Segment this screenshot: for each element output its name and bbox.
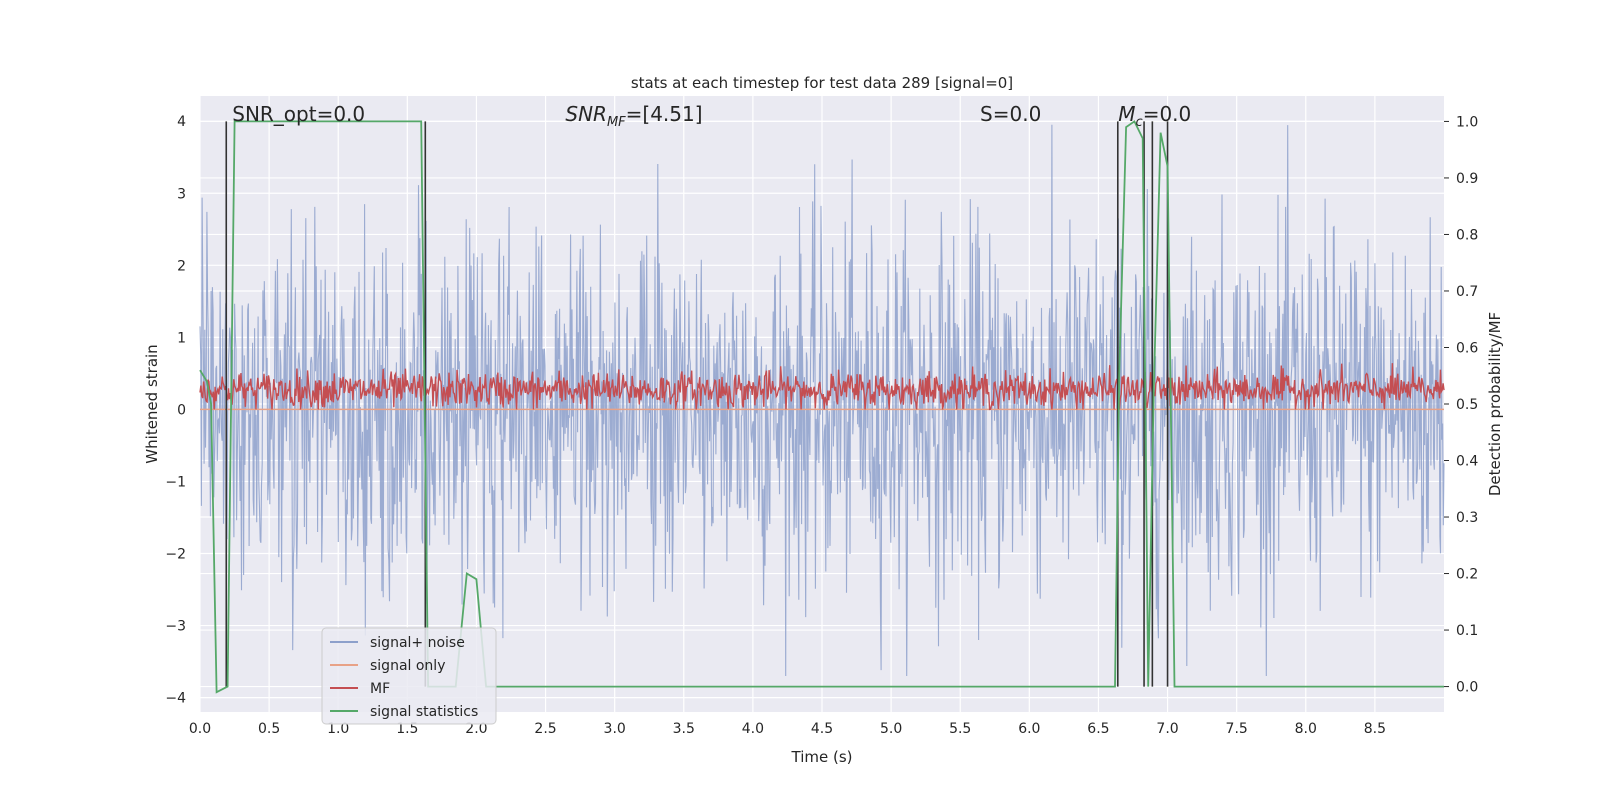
y-axis-label-right: Detection probability/MF [1486, 312, 1504, 496]
x-tick-label: 2.5 [534, 721, 556, 737]
y-tick-label-right: 0.2 [1456, 567, 1478, 583]
series-mf-line [199, 363, 1445, 411]
x-axis-label: Time (s) [791, 748, 853, 766]
y-tick-label-right: 0.6 [1456, 340, 1478, 356]
y-tick-label-left: −1 [165, 474, 186, 490]
x-tick-label: 2.0 [465, 721, 487, 737]
legend-box [321, 627, 497, 725]
y-tick-label-right: 0.8 [1456, 227, 1478, 243]
y-tick-label-left: 1 [177, 330, 186, 346]
y-tick-label-left: 4 [177, 114, 186, 130]
legend-label: signal only [370, 658, 445, 674]
y-ticks-right: 1.0 0.9 0.8 0.7 0.6 0.5 0.4 0.3 0.2 0.1 0.0 [1444, 114, 1478, 696]
y-ticks-left: 4 3 2 1 0 −1 −2 −3 −4 [165, 114, 186, 706]
annotation-text: Mc=0.0 [1118, 102, 1191, 130]
y-axis-label-left: Whitened strain [143, 344, 161, 463]
y-tick-label-right: 0.9 [1456, 171, 1478, 187]
y-tick-label-right: 0.3 [1456, 510, 1478, 526]
y-tick-label-right: 0.4 [1456, 454, 1478, 470]
x-tick-label: 5.0 [880, 721, 902, 737]
series-signal-noise-line [199, 124, 1445, 677]
legend-label: signal statistics [370, 704, 478, 720]
chart-title: stats at each timestep for test data 289… [631, 74, 1013, 92]
y-tick-label-left: 0 [177, 402, 186, 418]
y-tick-label-left: −3 [165, 619, 186, 635]
x-tick-label: 6.5 [1087, 721, 1109, 737]
x-tick-label: 3.0 [604, 721, 626, 737]
legend: signal+ noise signal only MF signal statist… [321, 627, 497, 725]
x-tick-label: 1.0 [327, 721, 349, 737]
x-tick-label: 0.5 [258, 721, 280, 737]
x-tick-label: 8.0 [1295, 721, 1317, 737]
x-tick-label: 5.5 [949, 721, 971, 737]
x-tick-label: 7.0 [1156, 721, 1178, 737]
x-tick-label: 1.5 [396, 721, 418, 737]
x-tick-label: 4.5 [811, 721, 833, 737]
annotations: SNR_opt=0.0 SNRMF=[4.51] S=0.0 Mc=0.0 [232, 102, 1191, 130]
x-tick-label: 3.5 [673, 721, 695, 737]
legend-label: MF [370, 681, 390, 697]
x-ticks: 0.0 0.5 1.0 1.5 2.0 2.5 3.0 3.5 4.0 4.5 5.0 5.5 6.0 6… [189, 721, 1386, 737]
y-tick-label-right: 0.5 [1456, 397, 1478, 413]
y-tick-label-left: 3 [177, 186, 186, 202]
annotation-text: SNR_opt=0.0 [232, 102, 365, 126]
y-tick-label-left: 2 [177, 258, 186, 274]
x-tick-label: 8.5 [1364, 721, 1386, 737]
x-tick-label: 7.5 [1226, 721, 1248, 737]
x-tick-label: 6.0 [1018, 721, 1040, 737]
y-tick-label-left: −2 [165, 546, 186, 562]
y-tick-label-right: 0.0 [1456, 680, 1478, 696]
annotation-text: SNRMF=[4.51] [565, 102, 702, 130]
x-tick-label: 4.0 [742, 721, 764, 737]
y-tick-label-right: 0.1 [1456, 623, 1478, 639]
y-tick-label-right: 0.7 [1456, 284, 1478, 300]
y-tick-label-right: 1.0 [1456, 114, 1478, 130]
legend-label: signal+ noise [370, 635, 465, 651]
y-tick-label-left: −4 [165, 691, 186, 707]
annotation-text: S=0.0 [980, 102, 1041, 126]
x-tick-label: 0.0 [189, 721, 211, 737]
